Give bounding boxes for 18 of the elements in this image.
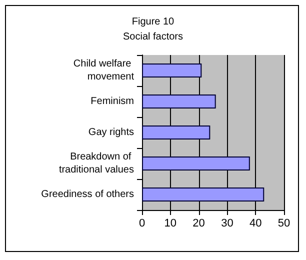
- bar: [142, 94, 216, 108]
- x-tick-label: 50: [278, 218, 290, 230]
- bar: [142, 156, 250, 170]
- bar: [142, 64, 202, 78]
- y-tick-label: Child welfare movement: [73, 58, 134, 82]
- x-tick-label: 10: [164, 218, 177, 230]
- bar: [142, 188, 264, 202]
- x-tick-label: 40: [249, 218, 262, 230]
- x-tick-label: 20: [192, 218, 205, 230]
- chart-title: Figure 10: [132, 16, 175, 28]
- x-tick-label: 0: [138, 218, 146, 230]
- y-tick-label: Breakdown of traditional values: [58, 152, 134, 176]
- y-tick-label: Greediness of others: [41, 189, 134, 200]
- chart-subtitle: Social factors: [122, 32, 184, 42]
- x-tick-label: 30: [221, 218, 234, 230]
- bar: [142, 126, 210, 140]
- y-tick-label: Feminism: [90, 96, 134, 107]
- y-tick-label: Gay rights: [88, 127, 134, 138]
